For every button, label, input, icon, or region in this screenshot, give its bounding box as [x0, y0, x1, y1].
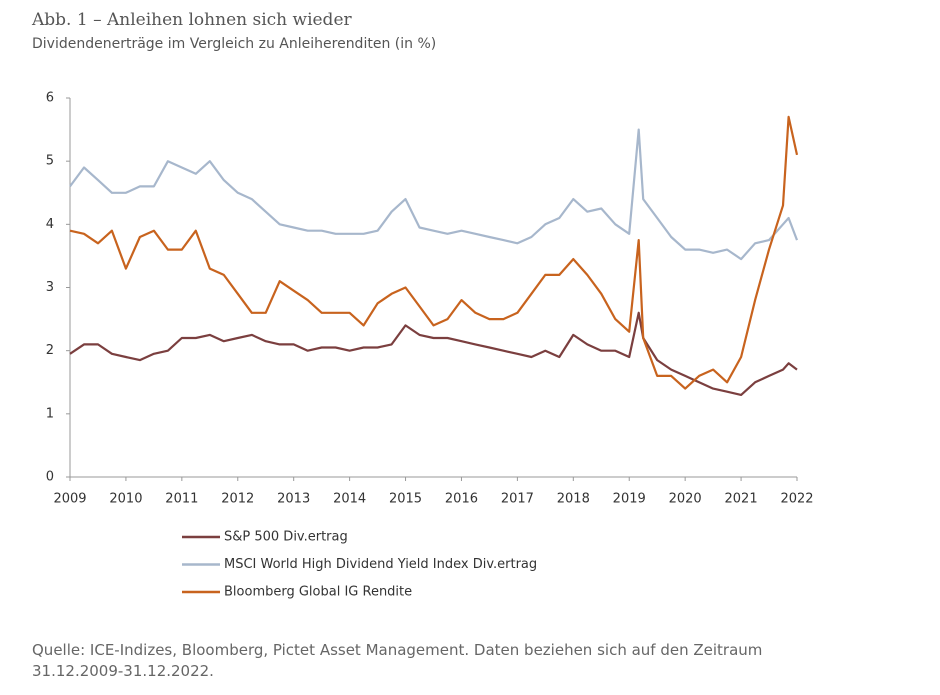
x-tick-label: 2022	[780, 492, 813, 507]
series-line	[69, 128, 799, 261]
x-tick-label: 2009	[53, 492, 86, 507]
y-tick-label: 4	[46, 217, 54, 232]
y-tick-label: 2	[46, 343, 54, 358]
x-tick-label: 2021	[725, 492, 758, 507]
legend-label: Bloomberg Global IG Rendite	[224, 585, 412, 600]
y-tick-label: 0	[46, 470, 54, 485]
x-tick-label: 2014	[333, 492, 366, 507]
x-tick-label: 2018	[557, 492, 590, 507]
legend-label: S&P 500 Div.ertrag	[224, 530, 348, 545]
x-tick-label: 2020	[669, 492, 702, 507]
y-tick-label: 5	[46, 154, 54, 169]
y-tick-label: 3	[46, 280, 54, 295]
x-tick-label: 2015	[389, 492, 422, 507]
x-tick-label: 2013	[277, 492, 310, 507]
x-tick-label: 2017	[501, 492, 534, 507]
chart-title: Abb. 1 – Anleihen lohnen sich wieder	[32, 10, 352, 30]
y-tick-label: 6	[46, 91, 54, 106]
x-tick-label: 2019	[613, 492, 646, 507]
x-tick-label: 2010	[109, 492, 142, 507]
series-line	[69, 115, 799, 390]
chart: 0 1 2 3 4 5 6 2009 2010 2011 2012 2013 2014 2015 2016 2…	[46, 91, 814, 600]
y-tick-label: 1	[46, 406, 54, 421]
series-line	[69, 311, 798, 396]
x-tick-label: 2012	[221, 492, 254, 507]
x-tick-label: 2011	[165, 492, 198, 507]
x-tick-label: 2016	[445, 492, 478, 507]
source-note: Quelle: ICE-Indizes, Bloomberg, Pictet A…	[32, 641, 763, 680]
chart-subtitle: Dividendenerträge im Vergleich zu Anleih…	[32, 36, 437, 52]
legend-label: MSCI World High Dividend Yield Index Div…	[224, 557, 537, 572]
